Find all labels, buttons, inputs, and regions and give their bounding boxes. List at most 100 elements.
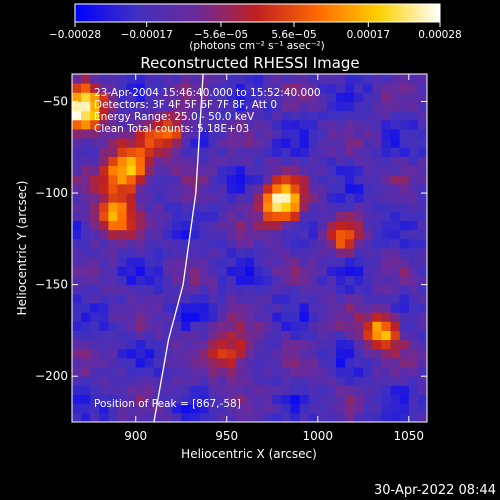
heatmap-cell xyxy=(244,302,255,313)
heatmap-cell xyxy=(363,83,373,93)
heatmap-cell xyxy=(372,193,382,203)
heatmap-cell xyxy=(244,284,255,295)
heatmap-cell xyxy=(190,394,200,405)
heatmap-cell xyxy=(317,220,328,231)
heatmap-cell xyxy=(335,220,346,231)
heatmap-cell xyxy=(381,183,392,194)
heatmap-cell xyxy=(272,312,282,322)
heatmap-cell xyxy=(108,321,119,331)
heatmap-cell xyxy=(272,165,282,176)
heatmap-cell xyxy=(408,284,419,295)
heatmap-cell xyxy=(144,92,155,102)
heatmap-cell xyxy=(372,312,382,322)
heatmap-cell xyxy=(254,348,264,359)
heatmap-cell xyxy=(390,229,401,240)
heatmap-cell xyxy=(326,202,337,212)
heatmap-cell xyxy=(90,202,100,212)
heatmap-cell xyxy=(117,211,128,222)
heatmap-cell xyxy=(135,284,146,295)
heatmap-cell xyxy=(235,284,246,295)
heatmap-cell xyxy=(72,293,82,304)
heatmap-cell xyxy=(326,229,337,240)
heatmap-cell xyxy=(81,92,91,102)
heatmap-cell xyxy=(72,183,82,194)
heatmap-cell xyxy=(90,403,100,414)
heatmap-cell xyxy=(308,147,319,157)
heatmap-cell xyxy=(354,394,364,405)
heatmap-cell xyxy=(153,174,164,185)
heatmap-cell xyxy=(217,339,228,350)
heatmap-cell xyxy=(263,165,273,176)
heatmap-cell xyxy=(354,174,364,185)
heatmap-cell xyxy=(226,101,237,112)
heatmap-cell xyxy=(135,110,146,121)
heatmap-cell xyxy=(308,257,319,267)
heatmap-cell xyxy=(290,193,301,203)
heatmap-cell xyxy=(417,357,427,368)
heatmap-cell xyxy=(181,376,191,386)
heatmap-cell xyxy=(408,357,419,368)
heatmap-cell xyxy=(335,119,346,130)
heatmap-cell xyxy=(144,211,155,222)
heatmap-cell xyxy=(199,284,210,295)
heatmap-cell xyxy=(99,110,109,121)
heatmap-cell xyxy=(90,321,100,331)
heatmap-cell xyxy=(81,357,91,368)
heatmap-cell xyxy=(372,138,382,148)
heatmap-cell xyxy=(335,302,346,313)
heatmap-cell xyxy=(126,312,137,322)
heatmap-cell xyxy=(390,403,401,414)
heatmap-cell xyxy=(108,376,119,386)
heatmap-cell xyxy=(163,211,173,222)
heatmap-cell xyxy=(354,165,364,176)
heatmap-cell xyxy=(117,83,128,93)
heatmap-cell xyxy=(144,293,155,304)
heatmap-cell xyxy=(172,220,182,231)
heatmap-cell xyxy=(263,83,273,93)
heatmap-cell xyxy=(217,376,228,386)
heatmap-cell xyxy=(217,119,228,130)
heatmap-cell xyxy=(235,220,246,231)
heatmap-cell xyxy=(281,357,291,368)
heatmap-cell xyxy=(244,348,255,359)
heatmap-cell xyxy=(317,165,328,176)
heatmap-cell xyxy=(144,229,155,240)
heatmap-cell xyxy=(181,293,191,304)
heatmap-cell xyxy=(372,357,382,368)
heatmap-cell xyxy=(372,92,382,102)
heatmap-cell xyxy=(135,394,146,405)
heatmap-cell xyxy=(108,220,119,231)
heatmap-cell xyxy=(217,220,228,231)
heatmap-cell xyxy=(208,83,219,93)
heatmap-cell xyxy=(144,83,155,93)
heatmap-cell xyxy=(308,412,319,422)
heatmap-cell xyxy=(372,403,382,414)
heatmap-cell xyxy=(335,403,346,414)
heatmap-cell xyxy=(326,330,337,341)
heatmap-cell xyxy=(299,110,310,121)
heatmap-cell xyxy=(117,376,128,386)
heatmap-cell xyxy=(345,348,355,359)
colorbar-tick-label: 0.00028 xyxy=(418,29,461,41)
heatmap-cell xyxy=(217,238,228,249)
heatmap-cell xyxy=(299,238,310,249)
heatmap-cell xyxy=(217,147,228,157)
heatmap-cell xyxy=(290,321,301,331)
heatmap-cell xyxy=(372,248,382,258)
heatmap-cell xyxy=(390,275,401,286)
heatmap-cell xyxy=(235,330,246,341)
heatmap-cell xyxy=(299,293,310,304)
heatmap-cell xyxy=(381,412,392,422)
heatmap-cell xyxy=(417,174,427,185)
heatmap-cell xyxy=(190,220,200,231)
heatmap-cell xyxy=(108,385,119,396)
heatmap-cell xyxy=(326,284,337,295)
heatmap-cell xyxy=(381,266,392,276)
heatmap-cell xyxy=(408,376,419,386)
heatmap-cell xyxy=(99,284,109,295)
heatmap-cell xyxy=(217,211,228,222)
heatmap-cell xyxy=(417,367,427,377)
heatmap-cell xyxy=(99,394,109,405)
heatmap-cell xyxy=(244,312,255,322)
heatmap-cell xyxy=(363,128,373,139)
